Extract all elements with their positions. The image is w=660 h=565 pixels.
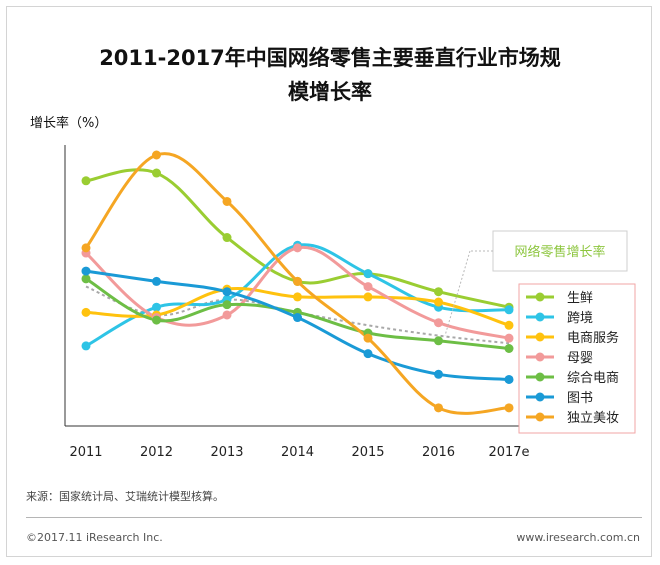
footer-divider [26,517,642,518]
legend-swatch-dot-3 [535,352,545,362]
series-6-point-0 [81,243,91,253]
series-2-point-4 [363,292,373,302]
series-3-point-3 [293,243,302,253]
series-2-point-3 [293,292,302,302]
series-4-point-1 [152,315,161,325]
series-4-point-5 [434,336,443,346]
x-tick-6: 2017e [488,445,529,460]
series-5-point-6 [504,374,514,384]
legend-label-4: 综合电商 [567,371,619,386]
series-4-point-0 [81,274,91,284]
annotation-box [492,230,628,272]
legend-label-1: 跨境 [567,311,593,326]
website-link[interactable]: www.iresearch.com.cn [516,531,640,544]
chart-title-line2: 模增长率 [288,80,372,104]
series-5-point-0 [81,266,91,276]
series-3-point-4 [363,282,373,292]
series-5-point-2 [222,287,232,297]
legend-label-2: 电商服务 [567,330,619,346]
series-5-point-1 [152,276,161,286]
source-note: 来源：国家统计局、艾瑞统计模型核算。 [26,490,224,503]
copyright: ©2017.11 iResearch Inc. [26,531,163,544]
series-5-point-4 [363,349,373,359]
x-tick-0: 2011 [69,445,102,460]
legend-swatch-dot-2 [535,332,545,342]
legend-label-0: 生鲜 [567,291,593,306]
x-tick-5: 2016 [422,445,455,460]
series-6-point-3 [293,276,302,286]
x-tick-3: 2014 [281,445,314,460]
series-1-point-4 [363,269,373,279]
x-tick-2: 2013 [210,445,243,460]
legend-swatch-dot-0 [535,292,545,302]
series-2-point-0 [81,307,91,317]
series-4-point-2 [222,300,232,310]
series-5-point-5 [434,369,443,379]
series-4-point-6 [504,344,514,353]
series-3-point-5 [434,318,443,328]
series-6-point-5 [434,403,443,413]
series-0-point-2 [222,233,232,243]
legend-swatch-dot-1 [535,312,545,322]
annotation-leader [444,250,471,336]
legend-label-3: 母婴 [567,351,593,366]
series-1-point-0 [81,341,91,351]
y-axis-label: 增长率（%） [30,116,108,131]
x-tick-4: 2015 [351,445,384,460]
series-0-line [85,168,510,309]
legend-swatch-dot-5 [535,392,545,402]
series-0-point-5 [434,287,443,297]
series-1-point-1 [152,302,161,312]
legend-swatch-dot-6 [535,412,545,422]
chart-axes [64,145,545,427]
series-0-point-1 [152,168,161,178]
annotation-label: 网络零售增长率 [514,244,605,260]
legend-label-6: 独立美妆 [567,411,619,426]
series-3-point-6 [504,333,514,343]
series-markers [81,150,514,413]
series-5-point-3 [293,313,302,323]
series-6-point-1 [152,150,161,160]
total-growth-annotation: 网络零售增长率 [444,230,628,336]
series-2-point-5 [434,297,443,307]
series-2-point-6 [504,320,514,330]
legend-label-5: 图书 [567,391,593,406]
series-6-point-6 [504,403,514,413]
x-tick-1: 2012 [140,445,173,460]
series-1-point-6 [504,305,514,315]
series-6-point-2 [222,196,232,206]
chart-title-line1: 2011-2017年中国网络零售主要垂直行业市场规 [99,46,561,70]
series-6-point-4 [363,333,373,343]
x-tick-labels: 2011 2012 2013 2014 2015 2016 2017e [69,445,529,460]
series-3-point-2 [222,310,232,320]
series-0-point-0 [81,176,91,186]
legend-swatch-dot-4 [535,372,545,382]
